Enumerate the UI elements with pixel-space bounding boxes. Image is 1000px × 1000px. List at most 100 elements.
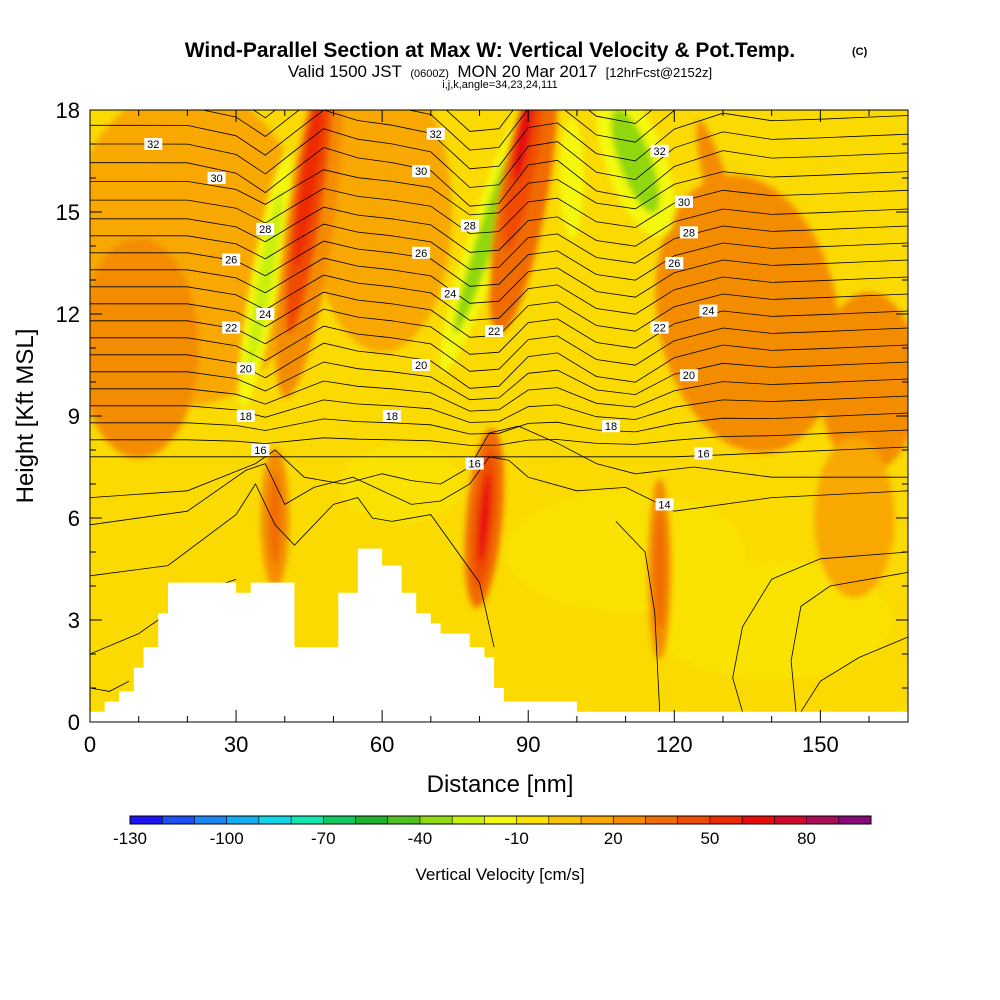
- theta-contour: [90, 169, 908, 216]
- theta-contour: [90, 308, 908, 355]
- colorbar-swatch: [419, 816, 453, 824]
- colorbar-swatch: [806, 816, 840, 824]
- theta-label-box: [236, 362, 255, 375]
- colorbar-swatch: [452, 816, 485, 824]
- theta-label-box: [650, 321, 669, 334]
- theta-contour: [90, 456, 908, 526]
- theta-contour: [790, 572, 908, 712]
- theta-label-text: 20: [240, 363, 252, 375]
- y-tick-label: 6: [68, 506, 80, 531]
- theta-contour-label: 30: [412, 165, 431, 178]
- colorbar-swatch: [838, 816, 872, 824]
- theta-contour: [90, 429, 908, 446]
- theta-contour-label: 26: [665, 257, 684, 270]
- theta-label-text: 18: [386, 411, 398, 423]
- theta-label-box: [222, 253, 241, 266]
- theta-label-text: 32: [147, 139, 159, 151]
- theta-label-text: 32: [430, 129, 442, 141]
- theta-contour: [90, 378, 908, 412]
- theta-contour-label: 26: [412, 246, 431, 260]
- y-tick-label: 18: [56, 98, 80, 123]
- theta-contour-label: 24: [441, 287, 460, 301]
- theta-contour: [800, 636, 908, 713]
- theta-contour: [90, 128, 908, 188]
- theta-contour: [90, 361, 908, 401]
- theta-contour-label: 32: [144, 138, 163, 151]
- axes: 0 30 60 90 120 150 0 3 6 9 12 15 18: [56, 98, 908, 757]
- colorbar-swatch: [387, 816, 421, 824]
- theta-label-box: [222, 321, 241, 334]
- theta-label-text: 20: [415, 360, 427, 372]
- theta-label-text: 28: [464, 221, 476, 233]
- x-tick-label: 60: [370, 732, 394, 757]
- theta-label-box: [465, 457, 484, 470]
- theta-label-text: 30: [678, 197, 690, 209]
- theta-contour-label: 20: [412, 359, 431, 372]
- velocity-field: [90, 110, 908, 680]
- colorbar-swatch: [355, 816, 389, 824]
- colorbar-swatch: [677, 816, 711, 824]
- colorbar-tick-label: -130: [113, 829, 147, 848]
- theta-label-box: [412, 165, 431, 178]
- theta-label-text: 20: [683, 370, 695, 382]
- forecast-info: [12hrFcst@2152z]: [606, 65, 712, 80]
- theta-label-text: 24: [259, 309, 271, 321]
- field-region: [90, 238, 199, 458]
- x-tick-label: 150: [802, 732, 839, 757]
- theta-label-box: [236, 410, 255, 422]
- theta-label-text: 18: [605, 421, 617, 433]
- theta-label-text: 16: [469, 459, 481, 471]
- theta-label-box: [460, 219, 479, 232]
- theta-contour: [90, 425, 908, 498]
- theta-label-text: 24: [444, 289, 456, 301]
- theta-contour: [90, 483, 495, 648]
- theta-contour-label: 16: [465, 457, 484, 471]
- colorbar-swatch: [516, 816, 550, 824]
- theta-label-box: [441, 287, 460, 300]
- x-tick-label: 30: [224, 732, 248, 757]
- colorbar-tick-label: -70: [311, 829, 336, 848]
- colorbar-swatch: [194, 816, 227, 824]
- theta-contour: [90, 680, 130, 692]
- valid-date: MON 20 Mar 2017: [457, 62, 597, 81]
- theta-contour-label: 32: [650, 144, 669, 158]
- theta-label-box: [426, 127, 445, 140]
- theta-contour-label: 28: [679, 226, 698, 239]
- chart-subtitle: Valid 1500 JST (0600Z) MON 20 Mar 2017 […: [288, 62, 712, 81]
- theta-label-text: 26: [225, 255, 237, 267]
- y-axis-label: Height [Kft MSL]: [12, 329, 39, 504]
- theta-contour-label: 22: [222, 321, 241, 335]
- theta-contour: [90, 110, 908, 170]
- theta-contour-label: 18: [601, 420, 620, 433]
- theta-contour: [615, 521, 661, 712]
- theta-label-box: [679, 226, 698, 239]
- colorbar-frame: [129, 815, 872, 825]
- field-region: [814, 438, 895, 598]
- colorbar: -130 -100 -70 -40 -10 20 50 80: [113, 815, 872, 848]
- field-region: [819, 292, 908, 472]
- theta-contour-label: 20: [679, 369, 698, 382]
- colorbar-swatch: [742, 816, 775, 824]
- colorbar-swatch: [709, 816, 743, 824]
- x-axis-label: Distance [nm]: [427, 771, 574, 798]
- theta-label-text: 22: [225, 323, 237, 335]
- theta-label-box: [601, 420, 620, 433]
- theta-contour-label: 20: [236, 362, 255, 375]
- theta-contour-label: 24: [699, 304, 718, 318]
- theta-contour-label: 22: [650, 321, 669, 335]
- theta-label-box: [412, 359, 431, 371]
- theta-label-box: [144, 138, 163, 150]
- theta-label-text: 24: [702, 306, 714, 318]
- x-tick-label: 120: [656, 732, 693, 757]
- theta-label-box: [655, 498, 674, 511]
- colorbar-swatch: [258, 816, 292, 824]
- updraft-band: [696, 120, 769, 372]
- valid-time-zulu: (0600Z): [410, 68, 449, 80]
- theta-contour-labels: 32 30 28 26 24 22 20 18 16 32 30 28 26 24 22 20 18 16 32 30…: [144, 127, 718, 511]
- colorbar-swatch: [162, 816, 195, 824]
- theta-contour-label: 26: [222, 253, 241, 267]
- colorbar-swatch: [774, 816, 807, 824]
- theta-label-box: [675, 195, 694, 208]
- theta-contour-label: 28: [256, 223, 275, 236]
